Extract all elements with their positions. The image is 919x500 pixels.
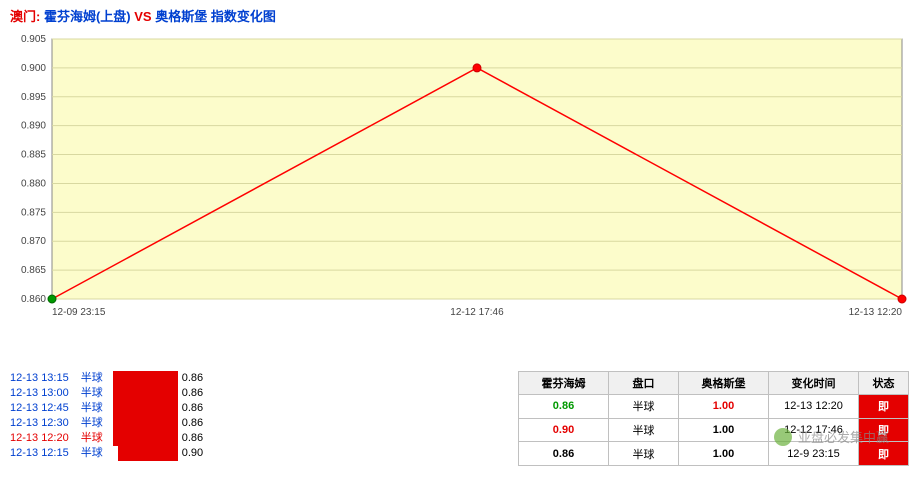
svg-text:0.905: 0.905 <box>21 34 46 45</box>
table-cell: 1.00 <box>679 418 769 442</box>
recent-list: 12-13 13:1512-13 13:0012-13 12:4512-13 1… <box>10 371 178 466</box>
watermark: 亚盘必发集中赢 <box>774 427 889 446</box>
svg-text:12-13 12:20: 12-13 12:20 <box>849 307 903 318</box>
bottom-section: 12-13 13:1512-13 13:0012-13 12:4512-13 1… <box>0 371 919 466</box>
recent-types-col: 半球半球半球半球半球半球 <box>81 371 103 466</box>
odds-table: 霍芬海姆盘口奥格斯堡变化时间状态 0.86半球1.0012-13 12:20即0… <box>518 371 909 466</box>
recent-time: 12-13 12:20 <box>10 431 69 446</box>
table-cell: 半球 <box>609 418 679 442</box>
table-cell: 0.90 <box>519 418 609 442</box>
recent-val: 0.86 <box>182 431 203 446</box>
title-segment: VS <box>131 9 156 24</box>
recent-time: 12-13 13:00 <box>10 386 69 401</box>
svg-text:0.875: 0.875 <box>21 207 46 218</box>
svg-text:0.870: 0.870 <box>21 236 46 247</box>
recent-val: 0.86 <box>182 386 203 401</box>
svg-text:0.900: 0.900 <box>21 63 46 74</box>
table-cell: 1.00 <box>679 442 769 466</box>
chart-title: 澳门: 霍芬海姆(上盘) VS 奥格斯堡 指数变化图 <box>0 0 919 31</box>
recent-times-col: 12-13 13:1512-13 13:0012-13 12:4512-13 1… <box>10 371 69 466</box>
table-header: 霍芬海姆 <box>519 372 609 395</box>
recent-val: 0.90 <box>182 446 203 461</box>
recent-val: 0.86 <box>182 371 203 386</box>
table-cell: 1.00 <box>679 395 769 419</box>
recent-time: 12-13 13:15 <box>10 371 69 386</box>
recent-time: 12-13 12:15 <box>10 446 69 461</box>
table-cell: 即 <box>859 395 909 419</box>
table-header: 盘口 <box>609 372 679 395</box>
title-segment: 澳门: <box>10 9 44 24</box>
svg-text:12-09 23:15: 12-09 23:15 <box>52 307 106 318</box>
svg-text:0.895: 0.895 <box>21 92 46 103</box>
redbar-chart: 0.860.860.860.860.860.90 <box>113 371 178 466</box>
line-chart: 0.905 0.900 0.895 0.890 0.885 0.880 0.875 0.870… <box>10 31 909 331</box>
table-cell: 0.86 <box>519 442 609 466</box>
svg-text:12-12 17:46: 12-12 17:46 <box>450 307 504 318</box>
table-header-row: 霍芬海姆盘口奥格斯堡变化时间状态 <box>519 372 909 395</box>
watermark-icon <box>774 428 792 446</box>
svg-text:0.880: 0.880 <box>21 178 46 189</box>
table-cell: 12-13 12:20 <box>769 395 859 419</box>
svg-text:0.890: 0.890 <box>21 121 46 132</box>
recent-type: 半球 <box>81 446 103 461</box>
recent-time: 12-13 12:30 <box>10 416 69 431</box>
svg-text:0.885: 0.885 <box>21 150 46 161</box>
redbar-values: 0.860.860.860.860.860.90 <box>182 371 203 461</box>
table-header: 状态 <box>859 372 909 395</box>
table-cell: 0.86 <box>519 395 609 419</box>
recent-time: 12-13 12:45 <box>10 401 69 416</box>
title-segment: 奥格斯堡 指数变化图 <box>155 9 276 24</box>
recent-type: 半球 <box>81 401 103 416</box>
chart-container: 0.905 0.900 0.895 0.890 0.885 0.880 0.875 0.870… <box>10 31 909 331</box>
recent-val: 0.86 <box>182 401 203 416</box>
svg-text:0.860: 0.860 <box>21 294 46 305</box>
svg-text:0.865: 0.865 <box>21 265 46 276</box>
title-segment: 霍芬海姆(上盘) <box>44 9 131 24</box>
recent-type: 半球 <box>81 416 103 431</box>
recent-type: 半球 <box>81 431 103 446</box>
redbar-svg <box>113 371 178 461</box>
recent-val: 0.86 <box>182 416 203 431</box>
recent-type: 半球 <box>81 371 103 386</box>
table-header: 变化时间 <box>769 372 859 395</box>
table-header: 奥格斯堡 <box>679 372 769 395</box>
table-row: 0.86半球1.0012-13 12:20即 <box>519 395 909 419</box>
table-cell: 半球 <box>609 442 679 466</box>
table-cell: 半球 <box>609 395 679 419</box>
watermark-text: 亚盘必发集中赢 <box>798 427 889 446</box>
recent-type: 半球 <box>81 386 103 401</box>
